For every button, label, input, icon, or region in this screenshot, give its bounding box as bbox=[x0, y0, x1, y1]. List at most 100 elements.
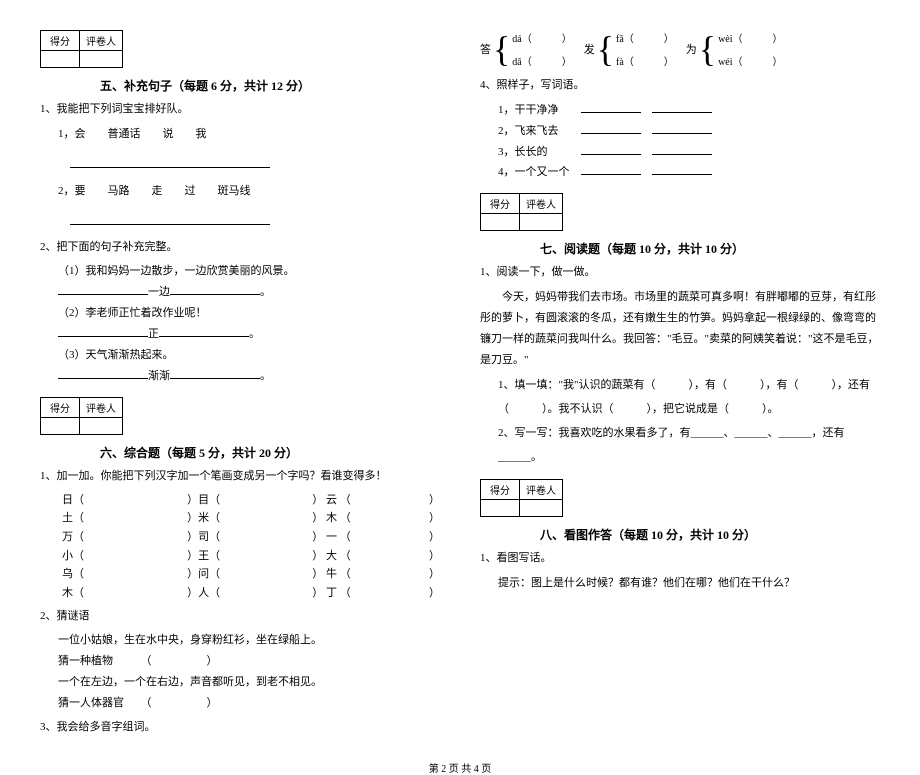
table-row: 乌（）问（） 牛 （） bbox=[62, 565, 440, 584]
score-label: 得分 bbox=[481, 480, 520, 500]
cell: 乌（ bbox=[62, 565, 187, 584]
pinyin-bot: wéi（ ） bbox=[718, 53, 782, 68]
score-cell bbox=[481, 214, 520, 231]
q5-1-1: 1，会 普通话 说 我 bbox=[58, 124, 440, 145]
q5-2: 2、把下面的句子补充完整。 bbox=[40, 238, 440, 258]
text: 4，一个又一个 bbox=[498, 166, 570, 178]
pinyin-bot: dā（ ） bbox=[512, 53, 571, 68]
q6-2-1g: 猜一种植物 （ ） bbox=[58, 651, 440, 672]
table-row: 土（）米（） 木 （） bbox=[62, 509, 440, 528]
grader-label: 评卷人 bbox=[80, 397, 123, 417]
reading-passage: 今天，妈妈带我们去市场。市场里的蔬菜可真多啊！有胖嘟嘟的豆芽，有红彤彤的萝卜，有… bbox=[480, 287, 880, 371]
cell: ） bbox=[429, 528, 440, 547]
q7-fill-1: 1、填一填："我"认识的蔬菜有（ ），有（ ），有（ ），还有（ ）。我不认识（… bbox=[498, 373, 880, 421]
score-cell bbox=[41, 51, 80, 68]
q5-2-2b: 正。 bbox=[58, 324, 440, 345]
cell: 日（ bbox=[62, 491, 187, 510]
q6-2-2: 一个在左边，一个在右边，声音都听见，到老不相见。 bbox=[58, 672, 440, 693]
cell: ） 丁 （ bbox=[312, 584, 429, 603]
score-cell bbox=[481, 500, 520, 517]
brace-icon: { bbox=[597, 31, 614, 67]
blank bbox=[70, 212, 440, 228]
q6-4-2: 2，飞来飞去 bbox=[498, 121, 880, 142]
cell: ） bbox=[429, 491, 440, 510]
q6-4: 4、照样子，写词语。 bbox=[480, 76, 880, 96]
q7-fill-2: 2、写一写：我喜欢吃的水果看多了，有______、______、______，还… bbox=[498, 421, 880, 469]
grader-cell bbox=[80, 51, 123, 68]
grader-cell bbox=[520, 500, 563, 517]
table-row: 日（）目（） 云 （） bbox=[62, 491, 440, 510]
q7-1: 1、阅读一下，做一做。 bbox=[480, 263, 880, 283]
cell: ）司（ bbox=[187, 528, 312, 547]
text: 渐渐 bbox=[148, 370, 170, 382]
q6-4-1: 1，干干净净 bbox=[498, 100, 880, 121]
grader-label: 评卷人 bbox=[520, 480, 563, 500]
right-column: 答 { dá（ ） dā（ ） 发 { fā（ ） fà（ ） 为 { bbox=[480, 30, 880, 742]
cell: ）人（ bbox=[187, 584, 312, 603]
score-box: 得分评卷人 bbox=[40, 397, 123, 435]
q8-hint: 提示：图上是什么时候？都有谁？他们在哪？他们在干什么？ bbox=[498, 573, 880, 594]
score-box: 得分评卷人 bbox=[480, 479, 563, 517]
cell: 木（ bbox=[62, 584, 187, 603]
q6-2-1: 一位小姑娘，生在水中央，身穿粉红衫，坐在绿船上。 bbox=[58, 630, 440, 651]
grader-label: 评卷人 bbox=[80, 31, 123, 51]
q6-1: 1、加一加。你能把下列汉字加一个笔画变成另一个字吗？看谁变得多！ bbox=[40, 467, 440, 487]
q5-2-1b: 一边。 bbox=[58, 282, 440, 303]
pinyin-top: dá（ ） bbox=[512, 30, 571, 45]
section-7-title: 七、阅读题（每题 10 分，共计 10 分） bbox=[540, 240, 880, 257]
q5-2-3: （3）天气渐渐热起来。 bbox=[58, 345, 440, 366]
text: 2，飞来飞去 bbox=[498, 125, 559, 137]
pinyin-bot: fà（ ） bbox=[616, 53, 674, 68]
score-cell bbox=[41, 417, 80, 434]
table-row: 万（）司（） 一 （） bbox=[62, 528, 440, 547]
pinyin-fa: 发 { fā（ ） fà（ ） bbox=[584, 30, 674, 68]
pinyin-top: wèi（ ） bbox=[718, 30, 782, 45]
q6-4-3: 3，长长的 bbox=[498, 142, 880, 163]
q6-3: 3、我会给多音字组词。 bbox=[40, 718, 440, 738]
q6-2: 2、猜谜语 bbox=[40, 607, 440, 627]
cell: 土（ bbox=[62, 509, 187, 528]
q8-1: 1、看图写话。 bbox=[480, 549, 880, 569]
q5-2-3b: 渐渐。 bbox=[58, 366, 440, 387]
text: 正 bbox=[148, 328, 159, 340]
score-label: 得分 bbox=[41, 31, 80, 51]
score-box: 得分评卷人 bbox=[40, 30, 123, 68]
cell: ） 牛 （ bbox=[312, 565, 429, 584]
cell: ） 一 （ bbox=[312, 528, 429, 547]
text: 一边 bbox=[148, 286, 170, 298]
cell: 小（ bbox=[62, 547, 187, 566]
section-8-title: 八、看图作答（每题 10 分，共计 10 分） bbox=[540, 526, 880, 543]
char-label: 为 bbox=[686, 41, 697, 57]
cell: ） 云 （ bbox=[312, 491, 429, 510]
pinyin-wei: 为 { wèi（ ） wéi（ ） bbox=[686, 30, 783, 68]
grader-cell bbox=[520, 214, 563, 231]
score-label: 得分 bbox=[481, 194, 520, 214]
cell: ）目（ bbox=[187, 491, 312, 510]
brace-icon: { bbox=[493, 31, 510, 67]
page-container: 得分评卷人 五、补充句子（每题 6 分，共计 12 分） 1、我能把下列词宝宝排… bbox=[0, 0, 920, 752]
q6-4-4: 4，一个又一个 bbox=[498, 162, 880, 183]
pinyin-da: 答 { dá（ ） dā（ ） bbox=[480, 30, 572, 68]
char-label: 发 bbox=[584, 41, 595, 57]
blank bbox=[70, 155, 440, 171]
cell: ） bbox=[429, 547, 440, 566]
left-column: 得分评卷人 五、补充句子（每题 6 分，共计 12 分） 1、我能把下列词宝宝排… bbox=[40, 30, 440, 742]
cell: ） bbox=[429, 565, 440, 584]
cell: ） bbox=[429, 584, 440, 603]
cell: ）王（ bbox=[187, 547, 312, 566]
cell: 万（ bbox=[62, 528, 187, 547]
text: 1，干干净净 bbox=[498, 104, 559, 116]
section-6-title: 六、综合题（每题 5 分，共计 20 分） bbox=[100, 444, 440, 461]
grader-cell bbox=[80, 417, 123, 434]
score-label: 得分 bbox=[41, 397, 80, 417]
section-5-title: 五、补充句子（每题 6 分，共计 12 分） bbox=[100, 77, 440, 94]
page-footer: 第 2 页 共 4 页 bbox=[0, 760, 920, 775]
q5-2-1: （1）我和妈妈一边散步，一边欣赏美丽的风景。 bbox=[58, 261, 440, 282]
brace-icon: { bbox=[699, 31, 716, 67]
text: 猜一种植物 bbox=[58, 655, 113, 667]
cell: ）问（ bbox=[187, 565, 312, 584]
pinyin-row: 答 { dá（ ） dā（ ） 发 { fā（ ） fà（ ） 为 { bbox=[480, 30, 880, 68]
q5-1-2: 2，要 马路 走 过 斑马线 bbox=[58, 181, 440, 202]
score-box: 得分评卷人 bbox=[480, 193, 563, 231]
cell: ） 大 （ bbox=[312, 547, 429, 566]
